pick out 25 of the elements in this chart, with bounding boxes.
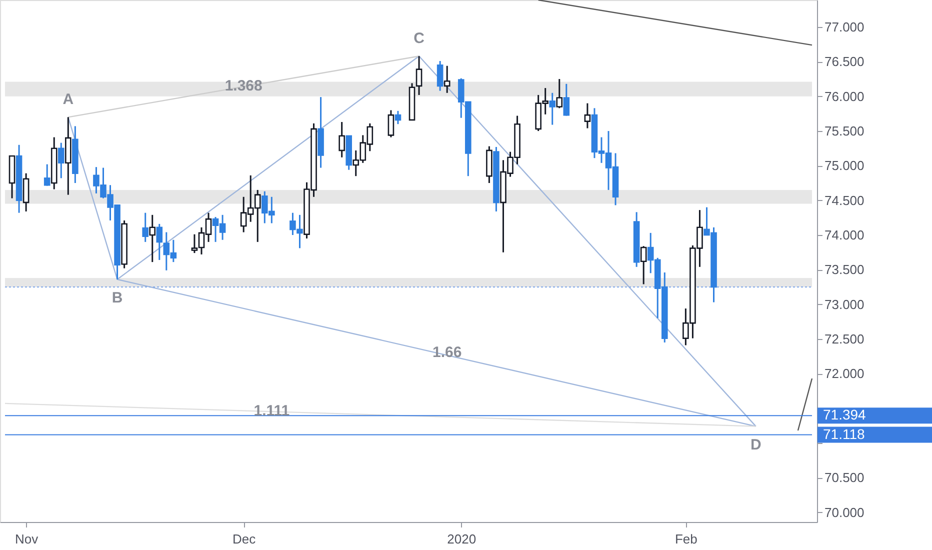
annotation: 1.368 <box>224 77 262 94</box>
x-tick-label: Nov <box>14 532 39 546</box>
y-tick-label: 76.000 <box>824 88 864 104</box>
y-tick-label: 70.500 <box>824 470 864 486</box>
x-tick-label: 2020 <box>447 532 476 546</box>
annotation: A <box>62 91 74 108</box>
y-tick-label: 74.000 <box>824 228 864 243</box>
ref-line-label: 71.118 <box>823 426 865 442</box>
ref-line-label: 71.394 <box>823 406 866 423</box>
y-tick-label: 70.000 <box>824 504 864 520</box>
annotation: D <box>750 436 762 454</box>
x-tick-label: Feb <box>674 532 698 546</box>
y-tick-label: 77.000 <box>824 20 864 35</box>
y-tick-label: 73.500 <box>824 262 864 278</box>
annotation: C <box>414 30 425 48</box>
y-tick-label: 72.500 <box>824 331 864 346</box>
x-tick-label: Dec <box>232 532 256 546</box>
y-tick-label: 76.500 <box>824 54 864 70</box>
annotation: B <box>112 289 123 306</box>
y-tick-label: 73.000 <box>824 296 864 312</box>
y-tick-label: 74.500 <box>824 192 864 208</box>
y-tick-label: 72.000 <box>824 366 864 382</box>
annotation: 1.111 <box>254 402 290 420</box>
y-tick-label: 75.000 <box>824 158 864 174</box>
y-tick-label: 75.500 <box>824 124 864 139</box>
